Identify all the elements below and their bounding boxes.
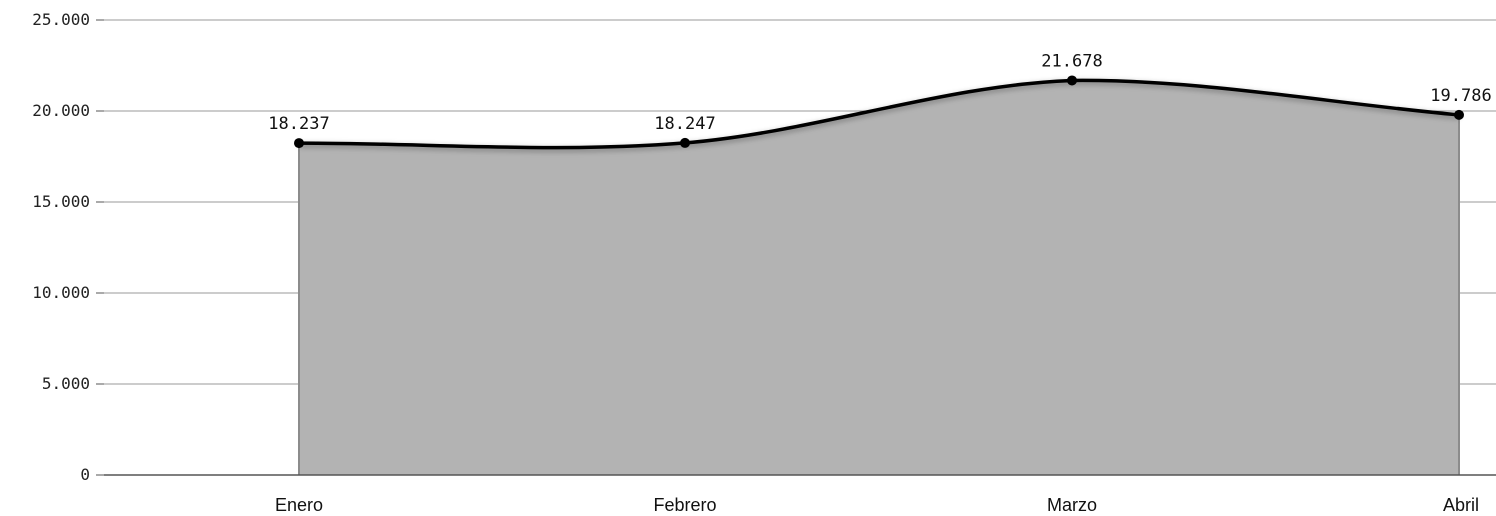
data-point[interactable] bbox=[680, 137, 690, 148]
x-axis-ticks: Enero Febrero Marzo Abril bbox=[275, 495, 1479, 515]
data-point[interactable] bbox=[294, 138, 304, 149]
y-tick-label: 5.000 bbox=[42, 374, 90, 393]
y-axis-ticks: 0 5.000 10.000 15.000 20.000 25.000 bbox=[32, 10, 104, 484]
data-label: 18.237 bbox=[268, 114, 329, 134]
line-series bbox=[298, 78, 1460, 150]
data-point[interactable] bbox=[1067, 75, 1077, 86]
x-tick-label: Enero bbox=[275, 495, 323, 515]
y-tick-label: 15.000 bbox=[32, 192, 90, 211]
x-tick-label: Febrero bbox=[653, 495, 716, 515]
y-tick-label: 20.000 bbox=[32, 101, 90, 120]
data-label: 19.786 bbox=[1430, 86, 1491, 106]
x-tick-label: Marzo bbox=[1047, 495, 1097, 515]
data-point[interactable] bbox=[1454, 109, 1464, 120]
y-tick-label: 0 bbox=[80, 465, 90, 484]
data-points bbox=[294, 75, 1464, 149]
area-fill bbox=[299, 80, 1459, 475]
data-label: 21.678 bbox=[1041, 51, 1102, 71]
series-line bbox=[298, 78, 1460, 150]
data-label: 18.247 bbox=[654, 114, 715, 134]
y-tick-label: 25.000 bbox=[32, 10, 90, 29]
y-tick-label: 10.000 bbox=[32, 283, 90, 302]
x-tick-label: Abril bbox=[1443, 495, 1479, 515]
data-labels: 18.237 18.247 21.678 19.786 bbox=[268, 51, 1491, 134]
area-series bbox=[298, 80, 1460, 475]
